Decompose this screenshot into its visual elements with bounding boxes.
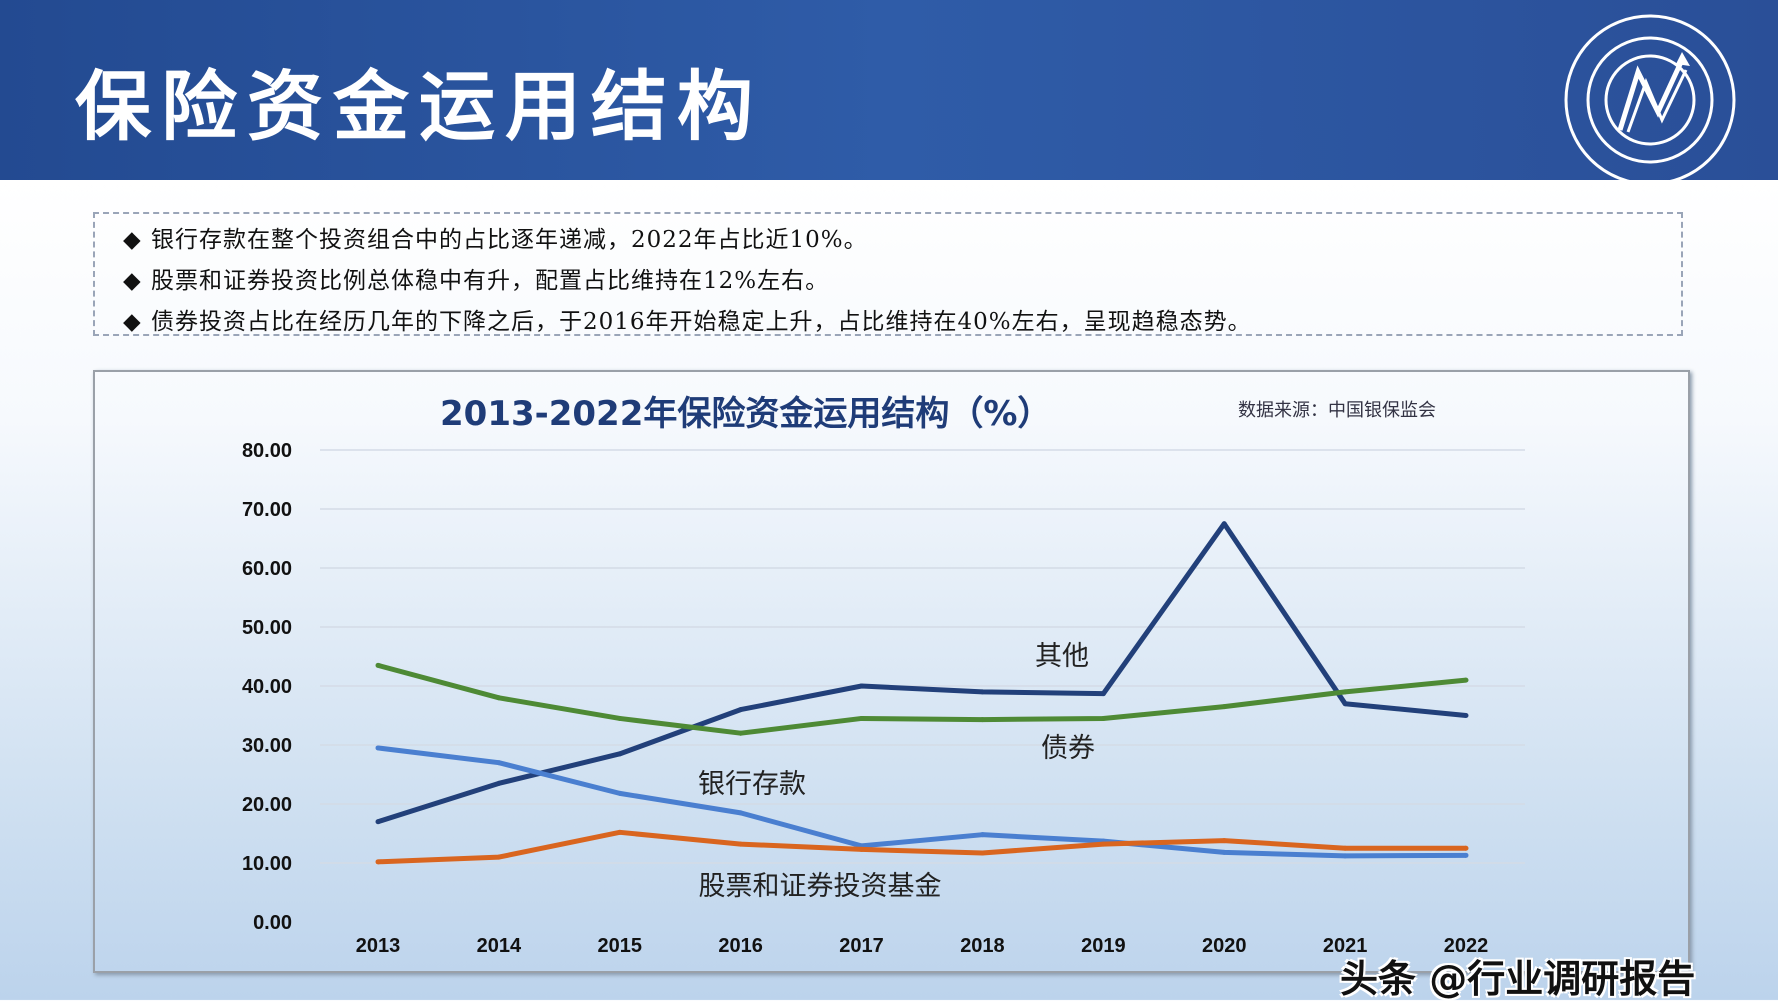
y-tick-label: 60.00	[242, 558, 292, 580]
data-point	[979, 689, 985, 695]
data-point	[496, 760, 502, 766]
page-title: 保险资金运用结构	[75, 62, 763, 151]
x-tick-label: 2014	[477, 935, 522, 957]
x-tick-label: 2021	[1323, 935, 1368, 957]
data-point	[979, 832, 985, 838]
chart-panel	[93, 370, 1690, 973]
data-point	[1100, 841, 1106, 847]
diamond-icon: ◆	[123, 268, 142, 294]
chart-title: 2013-2022年保险资金运用结构（%）	[440, 394, 1052, 434]
series-label: 股票和证券投资基金	[699, 871, 942, 902]
y-tick-label: 40.00	[242, 676, 292, 698]
data-point	[1463, 677, 1469, 683]
series-line-3	[377, 829, 1466, 865]
x-tick-label: 2018	[960, 935, 1005, 957]
data-point	[1221, 849, 1227, 855]
x-tick-label: 2020	[1202, 935, 1247, 957]
data-point	[859, 715, 865, 721]
data-point	[1100, 715, 1106, 721]
data-point	[1463, 713, 1469, 718]
research-center-logo	[1564, 14, 1736, 186]
data-point	[617, 790, 623, 796]
data-point	[617, 829, 623, 835]
data-point	[979, 850, 985, 856]
chart-source: 数据来源：中国银保监会	[1238, 400, 1436, 421]
data-point	[979, 717, 985, 723]
data-point	[496, 780, 502, 786]
series-label: 银行存款	[698, 769, 806, 800]
y-tick-label: 30.00	[242, 735, 292, 757]
series-label: 债券	[1041, 733, 1095, 764]
data-point	[617, 751, 623, 757]
series-line-2	[377, 745, 1467, 859]
x-tick-label: 2017	[839, 935, 884, 957]
bullet-item: ◆ 银行存款在整个投资组合中的占比逐年递减，2022年占比近10%。	[123, 220, 1681, 261]
summary-bullets: ◆ 银行存款在整个投资组合中的占比逐年递减，2022年占比近10%。 ◆ 股票和证券…	[93, 212, 1683, 336]
diamond-icon: ◆	[123, 227, 142, 253]
x-tick-label: 2022	[1444, 935, 1489, 957]
x-tick-label: 2019	[1081, 935, 1126, 957]
y-tick-label: 20.00	[242, 794, 292, 816]
bullet-item: ◆ 债券投资占比在经历几年的下降之后，于2016年开始稳定上升，占比维持在40%左…	[123, 302, 1681, 343]
y-tick-label: 80.00	[242, 440, 292, 462]
series-line-0	[377, 521, 1467, 825]
data-point	[1342, 845, 1348, 851]
x-tick-label: 2015	[598, 935, 643, 957]
data-point	[1463, 845, 1469, 851]
data-point	[1221, 838, 1227, 844]
diamond-icon: ◆	[123, 309, 142, 335]
data-point	[1221, 521, 1227, 527]
bullet-item: ◆ 股票和证券投资比例总体稳中有升，配置占比维持在12%左右。	[123, 261, 1681, 302]
data-point	[375, 819, 381, 825]
series-label: 其他	[1035, 641, 1089, 672]
data-point	[859, 683, 865, 689]
data-point	[859, 846, 865, 852]
y-tick-label: 70.00	[242, 499, 292, 521]
data-point	[738, 707, 744, 713]
series-line-1	[377, 662, 1467, 736]
data-point	[496, 695, 502, 701]
header-banner	[0, 0, 1778, 180]
data-point	[1342, 701, 1348, 707]
data-point	[1463, 852, 1469, 858]
data-point	[375, 859, 381, 865]
data-point	[1342, 853, 1348, 859]
watermark: 头条 @行业调研报告	[1340, 957, 1696, 1001]
data-point	[496, 854, 502, 860]
y-tick-label: 0.00	[253, 912, 292, 934]
data-point	[1100, 691, 1106, 697]
y-tick-label: 10.00	[242, 853, 292, 875]
data-point	[738, 730, 744, 736]
data-point	[738, 810, 744, 816]
data-point	[738, 841, 744, 847]
y-tick-label: 50.00	[242, 617, 292, 639]
data-point	[1342, 689, 1348, 695]
data-point	[617, 715, 623, 721]
x-tick-label: 2016	[718, 935, 763, 957]
data-point	[375, 745, 381, 751]
data-point	[375, 662, 381, 668]
x-tick-label: 2013	[356, 935, 401, 957]
data-point	[1221, 704, 1227, 710]
